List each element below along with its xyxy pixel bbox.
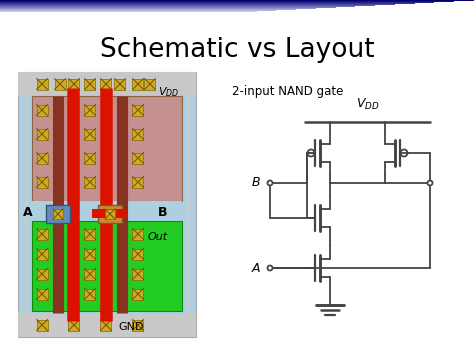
- Text: B: B: [158, 206, 167, 218]
- Bar: [36, 320, 47, 331]
- Circle shape: [428, 180, 432, 186]
- Text: A: A: [252, 262, 260, 274]
- Bar: [18, 72, 196, 337]
- Bar: [84, 248, 95, 260]
- Bar: [36, 104, 47, 115]
- Bar: [84, 78, 95, 89]
- Bar: [133, 229, 144, 240]
- Bar: [133, 153, 144, 164]
- Bar: [36, 268, 47, 279]
- Bar: [0, 1, 454, 2]
- Bar: [84, 229, 95, 240]
- Bar: [36, 153, 47, 164]
- Bar: [133, 129, 144, 140]
- Bar: [0, 8, 316, 9]
- Bar: [0, 3, 415, 4]
- Bar: [133, 320, 144, 331]
- Bar: [18, 72, 196, 96]
- Bar: [0, 7, 336, 8]
- Circle shape: [267, 180, 273, 186]
- Bar: [53, 209, 63, 219]
- Bar: [32, 221, 182, 311]
- Bar: [133, 289, 144, 300]
- Text: Out: Out: [148, 232, 168, 242]
- Circle shape: [267, 266, 273, 271]
- Text: Schematic vs Layout: Schematic vs Layout: [100, 37, 374, 63]
- Bar: [98, 205, 122, 223]
- Bar: [0, 6, 356, 7]
- Bar: [32, 96, 182, 201]
- Bar: [133, 104, 144, 115]
- Bar: [46, 205, 70, 223]
- Bar: [55, 78, 65, 89]
- Bar: [133, 78, 144, 89]
- Bar: [36, 129, 47, 140]
- Bar: [0, 10, 276, 11]
- Text: A: A: [23, 206, 33, 218]
- Bar: [69, 320, 80, 331]
- Bar: [145, 78, 155, 89]
- Bar: [36, 229, 47, 240]
- Bar: [133, 176, 144, 187]
- Bar: [84, 289, 95, 300]
- Bar: [100, 78, 111, 89]
- Text: GND: GND: [118, 322, 144, 332]
- Text: $V_{DD}$: $V_{DD}$: [356, 97, 379, 112]
- Bar: [18, 313, 196, 337]
- Bar: [84, 129, 95, 140]
- Text: $V_{DD}$: $V_{DD}$: [158, 85, 179, 99]
- Bar: [92, 209, 127, 218]
- Bar: [105, 209, 115, 219]
- Bar: [0, 4, 395, 5]
- Bar: [69, 78, 80, 89]
- Bar: [115, 78, 126, 89]
- Bar: [84, 104, 95, 115]
- Bar: [0, 5, 375, 6]
- Bar: [133, 248, 144, 260]
- Bar: [100, 320, 111, 331]
- Bar: [36, 176, 47, 187]
- Bar: [32, 201, 182, 221]
- Bar: [84, 176, 95, 187]
- Bar: [26, 80, 188, 329]
- Bar: [0, 2, 435, 3]
- Bar: [36, 78, 47, 89]
- Bar: [36, 248, 47, 260]
- Bar: [133, 268, 144, 279]
- Bar: [0, 9, 296, 10]
- Bar: [84, 153, 95, 164]
- Bar: [36, 289, 47, 300]
- Text: B: B: [251, 176, 260, 190]
- Bar: [84, 268, 95, 279]
- Bar: [0, 0, 474, 1]
- Text: 2-input NAND gate: 2-input NAND gate: [232, 86, 343, 98]
- Bar: [0, 11, 257, 12]
